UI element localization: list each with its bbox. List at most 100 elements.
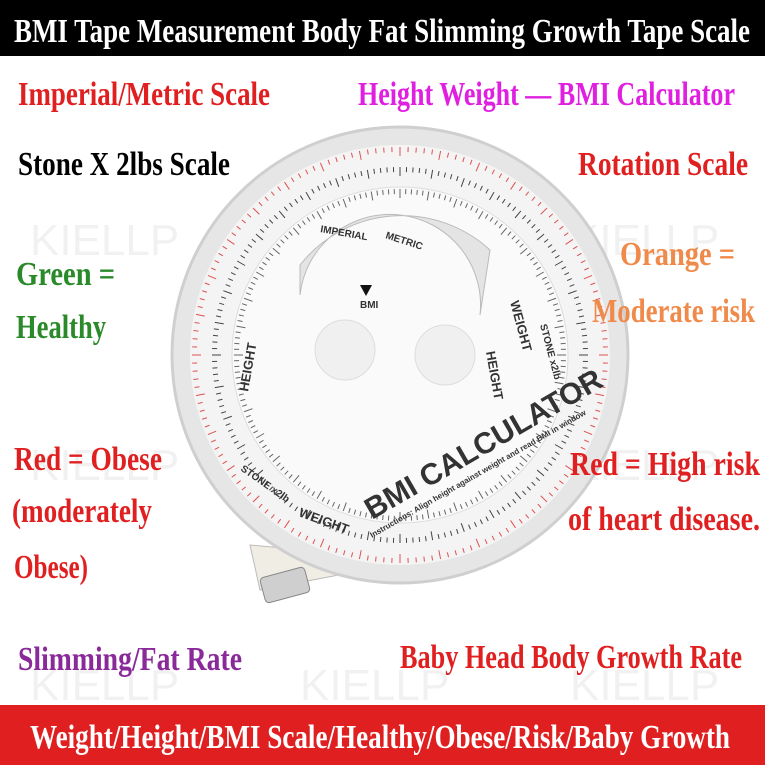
scale-tick — [255, 233, 264, 241]
label: Obese) — [14, 549, 88, 586]
scale-tick — [537, 503, 542, 509]
scale-tick — [270, 514, 275, 519]
scale-tick — [494, 220, 498, 226]
bmi-window — [299, 213, 491, 316]
scale-tick — [470, 205, 474, 211]
scale-tick — [230, 434, 236, 438]
scale-tick — [255, 271, 265, 277]
scale-tick — [566, 278, 572, 282]
scale-tick — [491, 169, 495, 175]
scale-tick — [223, 290, 232, 295]
scale-tick — [376, 190, 379, 196]
scale-tick — [289, 202, 293, 208]
scale-tick — [496, 509, 501, 515]
scale-tick — [327, 545, 331, 551]
scale-tick — [418, 536, 421, 543]
scale-tick — [237, 319, 243, 323]
scale-tick — [243, 456, 249, 461]
scale-tick — [264, 224, 269, 229]
scale-tick — [194, 321, 200, 324]
scale-tick — [272, 247, 281, 255]
scale-tick — [522, 490, 527, 496]
scale-tick — [259, 228, 265, 233]
scale-tick — [554, 486, 559, 491]
scale-tick — [342, 502, 347, 512]
scale-tick — [335, 178, 340, 187]
scale-tick — [465, 501, 468, 507]
scale-tick — [305, 535, 309, 541]
scale-tick — [245, 414, 251, 418]
scale-tick — [529, 449, 535, 453]
scale-tick — [228, 278, 234, 282]
scale-tick — [551, 456, 557, 461]
scale-tick — [255, 433, 265, 439]
scale-tick — [358, 550, 362, 560]
scale-tick — [212, 373, 219, 376]
scale-tick — [353, 509, 357, 515]
scale-tick — [316, 210, 322, 220]
scale-tick — [312, 165, 316, 171]
scale-tick — [236, 381, 246, 385]
scale-tick — [431, 149, 434, 155]
scale-tick — [290, 527, 295, 533]
scale-tick — [332, 203, 335, 209]
scale-tick — [202, 417, 208, 420]
scale-tick — [575, 302, 581, 306]
scale-tick — [531, 509, 536, 514]
scale-tick — [500, 474, 508, 483]
scale-tick — [592, 417, 598, 420]
label: Imperial/Metric Scale — [18, 76, 270, 113]
scale-tick — [251, 238, 257, 243]
scale-tick — [234, 371, 240, 373]
scale-tick — [484, 165, 488, 171]
scale-tick — [219, 404, 225, 408]
scale-tick — [202, 290, 208, 293]
scale-tick — [519, 243, 524, 248]
scale-tick — [498, 223, 503, 229]
scale-tick — [258, 503, 263, 509]
scale-tick — [235, 376, 241, 379]
watermark: KIELLP — [300, 661, 449, 710]
scale-tick — [240, 308, 246, 312]
scale-tick — [554, 325, 564, 329]
scale-tick — [456, 528, 459, 534]
scale-tick — [536, 266, 542, 271]
scale-tick — [373, 168, 376, 174]
scale-tick — [424, 168, 427, 174]
scale-tick — [225, 423, 231, 426]
scale-tick — [305, 191, 311, 201]
scale-tick — [375, 556, 377, 562]
scale-tick — [449, 174, 453, 180]
scale-tick — [216, 315, 222, 318]
scale-tick — [262, 261, 267, 266]
scale-tick — [510, 181, 516, 190]
scale-tick — [552, 404, 559, 407]
scale-tick — [289, 502, 293, 508]
scale-tick — [443, 172, 446, 178]
scale-tick — [540, 495, 548, 503]
scale-tick — [557, 319, 563, 323]
scale-tick — [453, 198, 458, 208]
scale-tick — [573, 411, 579, 414]
scale-tick — [321, 208, 325, 214]
scale-tick — [430, 169, 434, 179]
scale-tick — [489, 509, 495, 519]
scale-tick — [251, 467, 257, 472]
scale-tick — [246, 213, 252, 218]
scale-tick — [273, 490, 278, 496]
scale-tick — [505, 177, 510, 183]
scale-tick — [564, 272, 570, 276]
scale-tick — [236, 325, 246, 329]
scale-tick — [454, 550, 457, 556]
scale-tick — [443, 195, 447, 201]
scale-tick — [299, 195, 304, 201]
scale-tick — [554, 444, 564, 450]
scale-tick — [280, 466, 285, 471]
scale-tick — [252, 495, 260, 503]
scale-tick — [431, 555, 434, 561]
scale-tick — [583, 274, 593, 280]
scale-tick — [565, 239, 574, 245]
knob — [414, 324, 476, 386]
scale-tick — [370, 509, 374, 519]
scale-tick — [347, 530, 351, 536]
